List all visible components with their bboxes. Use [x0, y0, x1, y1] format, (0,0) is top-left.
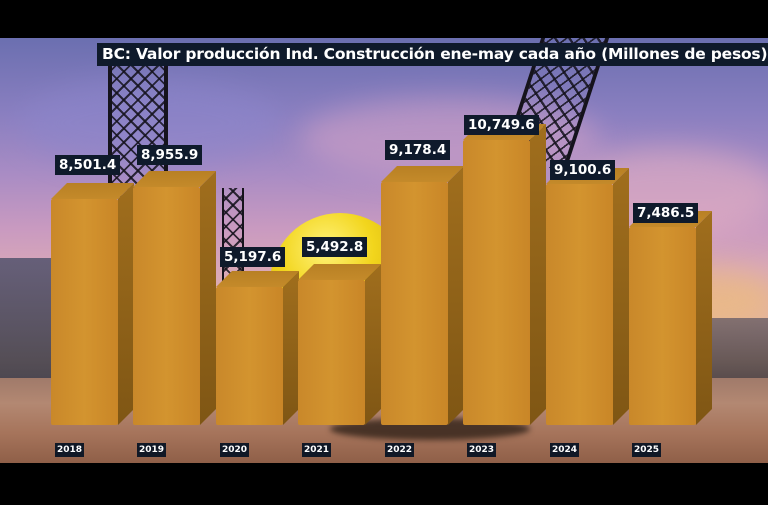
- bar-2022: 9,178.4: [381, 140, 464, 425]
- data-label: 5,197.6: [220, 247, 286, 267]
- bar-2023: 10,749.6: [463, 115, 546, 425]
- data-label: 8,501.4: [55, 155, 121, 175]
- bar-side: [200, 171, 216, 425]
- data-label: 5,492.8: [302, 237, 368, 257]
- bar-front: [546, 184, 613, 425]
- chart-title: BC: Valor producción Ind. Construcción e…: [97, 43, 768, 66]
- bar-2025: 7,486.5: [629, 203, 712, 425]
- bar-front: [463, 140, 530, 425]
- bar-top: [298, 264, 381, 280]
- bar-side: [696, 211, 712, 425]
- bar-2024: 9,100.6: [546, 160, 629, 425]
- bar-side: [365, 264, 381, 425]
- data-label: 9,100.6: [550, 160, 616, 180]
- bar-top: [133, 171, 216, 187]
- bar-top: [51, 183, 134, 199]
- bar-side: [613, 168, 629, 425]
- bar-top: [216, 271, 299, 287]
- data-label: 8,955.9: [137, 145, 203, 165]
- horizon-right: [708, 318, 768, 378]
- bar-front: [629, 227, 696, 425]
- x-tick-label: 2021: [302, 443, 332, 457]
- x-tick-label: 2022: [385, 443, 415, 457]
- bar-top: [381, 166, 464, 182]
- bar-side: [530, 124, 546, 425]
- x-tick-label: 2019: [137, 443, 167, 457]
- bar-2018: 8,501.4: [51, 155, 134, 425]
- x-tick-label: 2020: [220, 443, 250, 457]
- bar-front: [381, 182, 448, 425]
- bar-2021: 5,492.8: [298, 237, 381, 425]
- bar-side: [118, 183, 134, 425]
- bar-2019: 8,955.9: [133, 145, 216, 425]
- x-tick-label: 2023: [467, 443, 497, 457]
- data-label: 10,749.6: [464, 115, 539, 135]
- bar-front: [133, 187, 200, 425]
- x-tick-label: 2025: [632, 443, 662, 457]
- x-tick-label: 2018: [55, 443, 85, 457]
- bar-2020: 5,197.6: [216, 247, 299, 425]
- bar-side: [283, 271, 299, 425]
- bar-side: [448, 166, 464, 425]
- horizon-left: [0, 258, 60, 378]
- bar-front: [216, 287, 283, 425]
- bar-front: [51, 199, 118, 425]
- data-label: 7,486.5: [633, 203, 699, 223]
- bar-front: [298, 280, 365, 425]
- x-tick-label: 2024: [550, 443, 580, 457]
- data-label: 9,178.4: [385, 140, 451, 160]
